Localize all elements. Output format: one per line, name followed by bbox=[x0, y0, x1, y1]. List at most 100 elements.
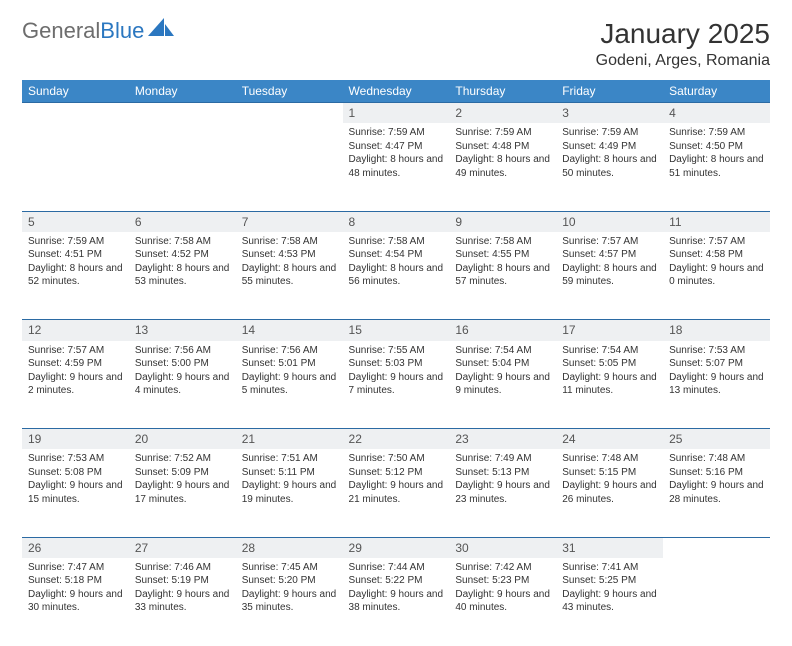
day-number-cell: 11 bbox=[663, 211, 770, 232]
day-detail-cell: Sunrise: 7:57 AMSunset: 4:57 PMDaylight:… bbox=[556, 232, 663, 320]
day-number-cell: 13 bbox=[129, 320, 236, 341]
day-number-cell: 24 bbox=[556, 429, 663, 450]
day-number-cell: 7 bbox=[236, 211, 343, 232]
sunset-line: Sunset: 5:16 PM bbox=[669, 466, 764, 480]
sunrise-line: Sunrise: 7:41 AM bbox=[562, 561, 657, 575]
sunset-line: Sunset: 5:23 PM bbox=[455, 574, 550, 588]
daylight-line: Daylight: 9 hours and 33 minutes. bbox=[135, 588, 230, 615]
weekday-header: Wednesday bbox=[343, 80, 450, 103]
sunrise-line: Sunrise: 7:42 AM bbox=[455, 561, 550, 575]
day-detail-cell bbox=[22, 123, 129, 211]
daylight-line: Daylight: 9 hours and 13 minutes. bbox=[669, 371, 764, 398]
sunrise-line: Sunrise: 7:58 AM bbox=[455, 235, 550, 249]
sunset-line: Sunset: 5:09 PM bbox=[135, 466, 230, 480]
calendar-table: SundayMondayTuesdayWednesdayThursdayFrid… bbox=[22, 80, 770, 646]
daylight-line: Daylight: 9 hours and 40 minutes. bbox=[455, 588, 550, 615]
day-detail-cell: Sunrise: 7:42 AMSunset: 5:23 PMDaylight:… bbox=[449, 558, 556, 646]
day-number-cell: 28 bbox=[236, 537, 343, 558]
day-number-cell: 26 bbox=[22, 537, 129, 558]
day-number-row: 567891011 bbox=[22, 211, 770, 232]
daylight-line: Daylight: 9 hours and 28 minutes. bbox=[669, 479, 764, 506]
sunrise-line: Sunrise: 7:53 AM bbox=[669, 344, 764, 358]
logo-sail-icon bbox=[148, 18, 174, 44]
day-number-cell: 8 bbox=[343, 211, 450, 232]
sunrise-line: Sunrise: 7:48 AM bbox=[562, 452, 657, 466]
daylight-line: Daylight: 9 hours and 2 minutes. bbox=[28, 371, 123, 398]
sunset-line: Sunset: 4:59 PM bbox=[28, 357, 123, 371]
day-detail-row: Sunrise: 7:57 AMSunset: 4:59 PMDaylight:… bbox=[22, 341, 770, 429]
sunset-line: Sunset: 5:07 PM bbox=[669, 357, 764, 371]
sunrise-line: Sunrise: 7:46 AM bbox=[135, 561, 230, 575]
sunset-line: Sunset: 5:18 PM bbox=[28, 574, 123, 588]
sunrise-line: Sunrise: 7:51 AM bbox=[242, 452, 337, 466]
day-number-cell: 27 bbox=[129, 537, 236, 558]
sunset-line: Sunset: 4:48 PM bbox=[455, 140, 550, 154]
weekday-header-row: SundayMondayTuesdayWednesdayThursdayFrid… bbox=[22, 80, 770, 103]
day-detail-cell: Sunrise: 7:59 AMSunset: 4:47 PMDaylight:… bbox=[343, 123, 450, 211]
daylight-line: Daylight: 9 hours and 11 minutes. bbox=[562, 371, 657, 398]
day-detail-cell: Sunrise: 7:56 AMSunset: 5:01 PMDaylight:… bbox=[236, 341, 343, 429]
daylight-line: Daylight: 9 hours and 0 minutes. bbox=[669, 262, 764, 289]
day-detail-cell: Sunrise: 7:49 AMSunset: 5:13 PMDaylight:… bbox=[449, 449, 556, 537]
sunrise-line: Sunrise: 7:47 AM bbox=[28, 561, 123, 575]
sunset-line: Sunset: 5:01 PM bbox=[242, 357, 337, 371]
sunset-line: Sunset: 5:08 PM bbox=[28, 466, 123, 480]
sunrise-line: Sunrise: 7:55 AM bbox=[349, 344, 444, 358]
day-detail-cell: Sunrise: 7:46 AMSunset: 5:19 PMDaylight:… bbox=[129, 558, 236, 646]
sunrise-line: Sunrise: 7:44 AM bbox=[349, 561, 444, 575]
day-number-cell: 21 bbox=[236, 429, 343, 450]
day-detail-row: Sunrise: 7:59 AMSunset: 4:47 PMDaylight:… bbox=[22, 123, 770, 211]
day-number-cell: 19 bbox=[22, 429, 129, 450]
day-number-row: 19202122232425 bbox=[22, 429, 770, 450]
daylight-line: Daylight: 9 hours and 7 minutes. bbox=[349, 371, 444, 398]
day-number-cell: 23 bbox=[449, 429, 556, 450]
sunset-line: Sunset: 5:11 PM bbox=[242, 466, 337, 480]
daylight-line: Daylight: 9 hours and 17 minutes. bbox=[135, 479, 230, 506]
day-number-cell: 15 bbox=[343, 320, 450, 341]
sunset-line: Sunset: 5:13 PM bbox=[455, 466, 550, 480]
day-detail-row: Sunrise: 7:47 AMSunset: 5:18 PM Daylight:… bbox=[22, 558, 770, 646]
day-detail-cell bbox=[663, 558, 770, 646]
sunset-line: Sunset: 5:03 PM bbox=[349, 357, 444, 371]
day-number-cell bbox=[663, 537, 770, 558]
day-detail-cell bbox=[129, 123, 236, 211]
daylight-line: Daylight: 8 hours and 50 minutes. bbox=[562, 153, 657, 180]
day-number-cell: 12 bbox=[22, 320, 129, 341]
month-title: January 2025 bbox=[596, 18, 770, 50]
daylight-line: Daylight: 8 hours and 56 minutes. bbox=[349, 262, 444, 289]
day-number-cell bbox=[129, 103, 236, 124]
day-detail-cell: Sunrise: 7:55 AMSunset: 5:03 PMDaylight:… bbox=[343, 341, 450, 429]
weekday-header: Sunday bbox=[22, 80, 129, 103]
day-number-cell: 16 bbox=[449, 320, 556, 341]
day-number-cell bbox=[22, 103, 129, 124]
day-detail-cell: Sunrise: 7:48 AMSunset: 5:15 PMDaylight:… bbox=[556, 449, 663, 537]
daylight-line: Daylight: 9 hours and 19 minutes. bbox=[242, 479, 337, 506]
location-subtitle: Godeni, Arges, Romania bbox=[596, 52, 770, 70]
title-block: January 2025 Godeni, Arges, Romania bbox=[596, 18, 770, 70]
sunset-line: Sunset: 5:04 PM bbox=[455, 357, 550, 371]
sunrise-line: Sunrise: 7:45 AM bbox=[242, 561, 337, 575]
day-number-cell: 1 bbox=[343, 103, 450, 124]
day-detail-cell: Sunrise: 7:59 AMSunset: 4:49 PMDaylight:… bbox=[556, 123, 663, 211]
logo: GeneralBlue bbox=[22, 18, 174, 44]
day-detail-cell: Sunrise: 7:57 AMSunset: 4:58 PMDaylight:… bbox=[663, 232, 770, 320]
sunset-line: Sunset: 5:20 PM bbox=[242, 574, 337, 588]
sunset-line: Sunset: 5:12 PM bbox=[349, 466, 444, 480]
day-detail-cell: Sunrise: 7:45 AMSunset: 5:20 PMDaylight:… bbox=[236, 558, 343, 646]
weekday-header: Thursday bbox=[449, 80, 556, 103]
sunrise-line: Sunrise: 7:52 AM bbox=[135, 452, 230, 466]
day-number-row: 262728293031 bbox=[22, 537, 770, 558]
sunset-line: Sunset: 4:57 PM bbox=[562, 248, 657, 262]
day-detail-cell: Sunrise: 7:57 AMSunset: 4:59 PMDaylight:… bbox=[22, 341, 129, 429]
day-detail-row: Sunrise: 7:59 AMSunset: 4:51 PMDaylight:… bbox=[22, 232, 770, 320]
sunset-line: Sunset: 4:52 PM bbox=[135, 248, 230, 262]
daylight-line: Daylight: 8 hours and 52 minutes. bbox=[28, 262, 123, 289]
day-number-cell: 25 bbox=[663, 429, 770, 450]
day-number-cell: 22 bbox=[343, 429, 450, 450]
weekday-header: Saturday bbox=[663, 80, 770, 103]
sunrise-line: Sunrise: 7:59 AM bbox=[562, 126, 657, 140]
sunrise-line: Sunrise: 7:50 AM bbox=[349, 452, 444, 466]
day-detail-cell: Sunrise: 7:56 AMSunset: 5:00 PMDaylight:… bbox=[129, 341, 236, 429]
sunset-line: Sunset: 4:55 PM bbox=[455, 248, 550, 262]
day-detail-cell: Sunrise: 7:59 AMSunset: 4:51 PMDaylight:… bbox=[22, 232, 129, 320]
